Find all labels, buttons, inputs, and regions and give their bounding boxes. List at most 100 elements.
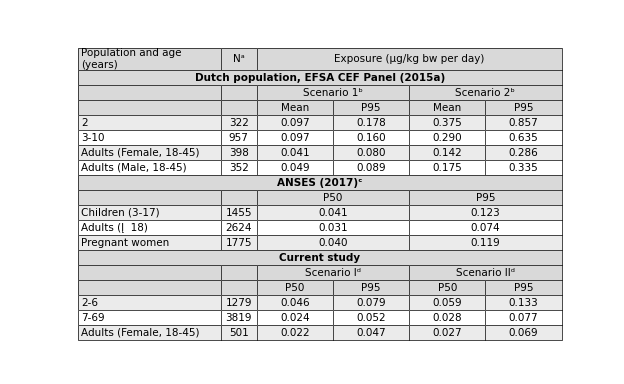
Bar [78,100,221,115]
Text: 0.046: 0.046 [280,298,310,308]
Text: 0.028: 0.028 [432,313,462,323]
Text: 0.635: 0.635 [509,132,539,142]
Text: 0.052: 0.052 [356,313,386,323]
Bar [257,85,409,100]
Bar [257,100,333,115]
Bar [78,265,221,280]
Text: Population and age
(years): Population and age (years) [81,48,182,70]
Bar [257,220,409,235]
Bar [257,310,333,325]
Bar [409,235,562,250]
Bar [409,220,562,235]
Bar [221,325,257,340]
Bar [221,220,257,235]
Bar [409,280,485,295]
Text: 0.027: 0.027 [432,328,462,338]
Bar [409,115,485,130]
Bar [78,115,221,130]
Text: 0.119: 0.119 [470,238,500,248]
Bar [333,130,409,145]
Bar [333,295,409,310]
Bar [78,175,562,190]
Bar [257,145,333,160]
Bar [409,265,562,280]
Text: 0.290: 0.290 [432,132,462,142]
Bar [409,100,485,115]
Bar [409,100,485,115]
Bar [78,190,221,205]
Bar [221,205,257,220]
Bar [409,265,562,280]
Text: P95: P95 [361,103,381,113]
Bar [78,280,221,295]
Bar [221,130,257,145]
Text: 0.079: 0.079 [356,298,386,308]
Bar [333,160,409,175]
Text: 0.286: 0.286 [509,147,539,158]
Bar [78,295,221,310]
Bar [257,190,409,205]
Bar [409,160,485,175]
Bar [257,130,333,145]
Bar [78,85,221,100]
Bar [221,160,257,175]
Bar [78,265,221,280]
Bar [257,130,333,145]
Bar [485,325,562,340]
Bar [409,115,485,130]
Bar [333,145,409,160]
Bar [257,48,562,70]
Text: Pregnant women: Pregnant women [81,238,169,248]
Bar [221,280,257,295]
Bar [333,130,409,145]
Text: P95: P95 [475,193,495,203]
Bar [409,220,562,235]
Bar [409,310,485,325]
Bar [485,115,562,130]
Text: 2-6: 2-6 [81,298,98,308]
Bar [78,70,562,85]
Bar [221,145,257,160]
Bar [257,295,333,310]
Text: P95: P95 [514,283,534,293]
Bar [409,235,562,250]
Text: 0.074: 0.074 [470,223,500,233]
Bar [78,310,221,325]
Text: P50: P50 [437,283,457,293]
Text: 0.069: 0.069 [509,328,539,338]
Bar [333,280,409,295]
Text: 398: 398 [229,147,249,158]
Text: 0.089: 0.089 [356,163,386,173]
Bar [257,220,409,235]
Bar [485,130,562,145]
Text: 0.040: 0.040 [318,238,348,248]
Bar [257,160,333,175]
Text: 0.123: 0.123 [470,208,500,218]
Bar [333,115,409,130]
Bar [409,295,485,310]
Bar [409,145,485,160]
Bar [409,205,562,220]
Text: 0.031: 0.031 [318,223,348,233]
Bar [78,115,221,130]
Bar [257,235,409,250]
Bar [78,130,221,145]
Text: 501: 501 [229,328,249,338]
Bar [409,85,562,100]
Bar [409,160,485,175]
Bar [485,280,562,295]
Bar [221,48,257,70]
Text: Mean: Mean [281,103,309,113]
Text: 1775: 1775 [225,238,252,248]
Text: 0.059: 0.059 [432,298,462,308]
Text: 0.024: 0.024 [280,313,310,323]
Bar [78,48,221,70]
Text: Exposure (μg/kg bw per day): Exposure (μg/kg bw per day) [334,54,484,64]
Text: Scenario 1ᵇ: Scenario 1ᵇ [303,88,363,98]
Bar [257,295,333,310]
Bar [78,70,562,85]
Bar [78,175,562,190]
Bar [485,100,562,115]
Bar [257,235,409,250]
Bar [485,295,562,310]
